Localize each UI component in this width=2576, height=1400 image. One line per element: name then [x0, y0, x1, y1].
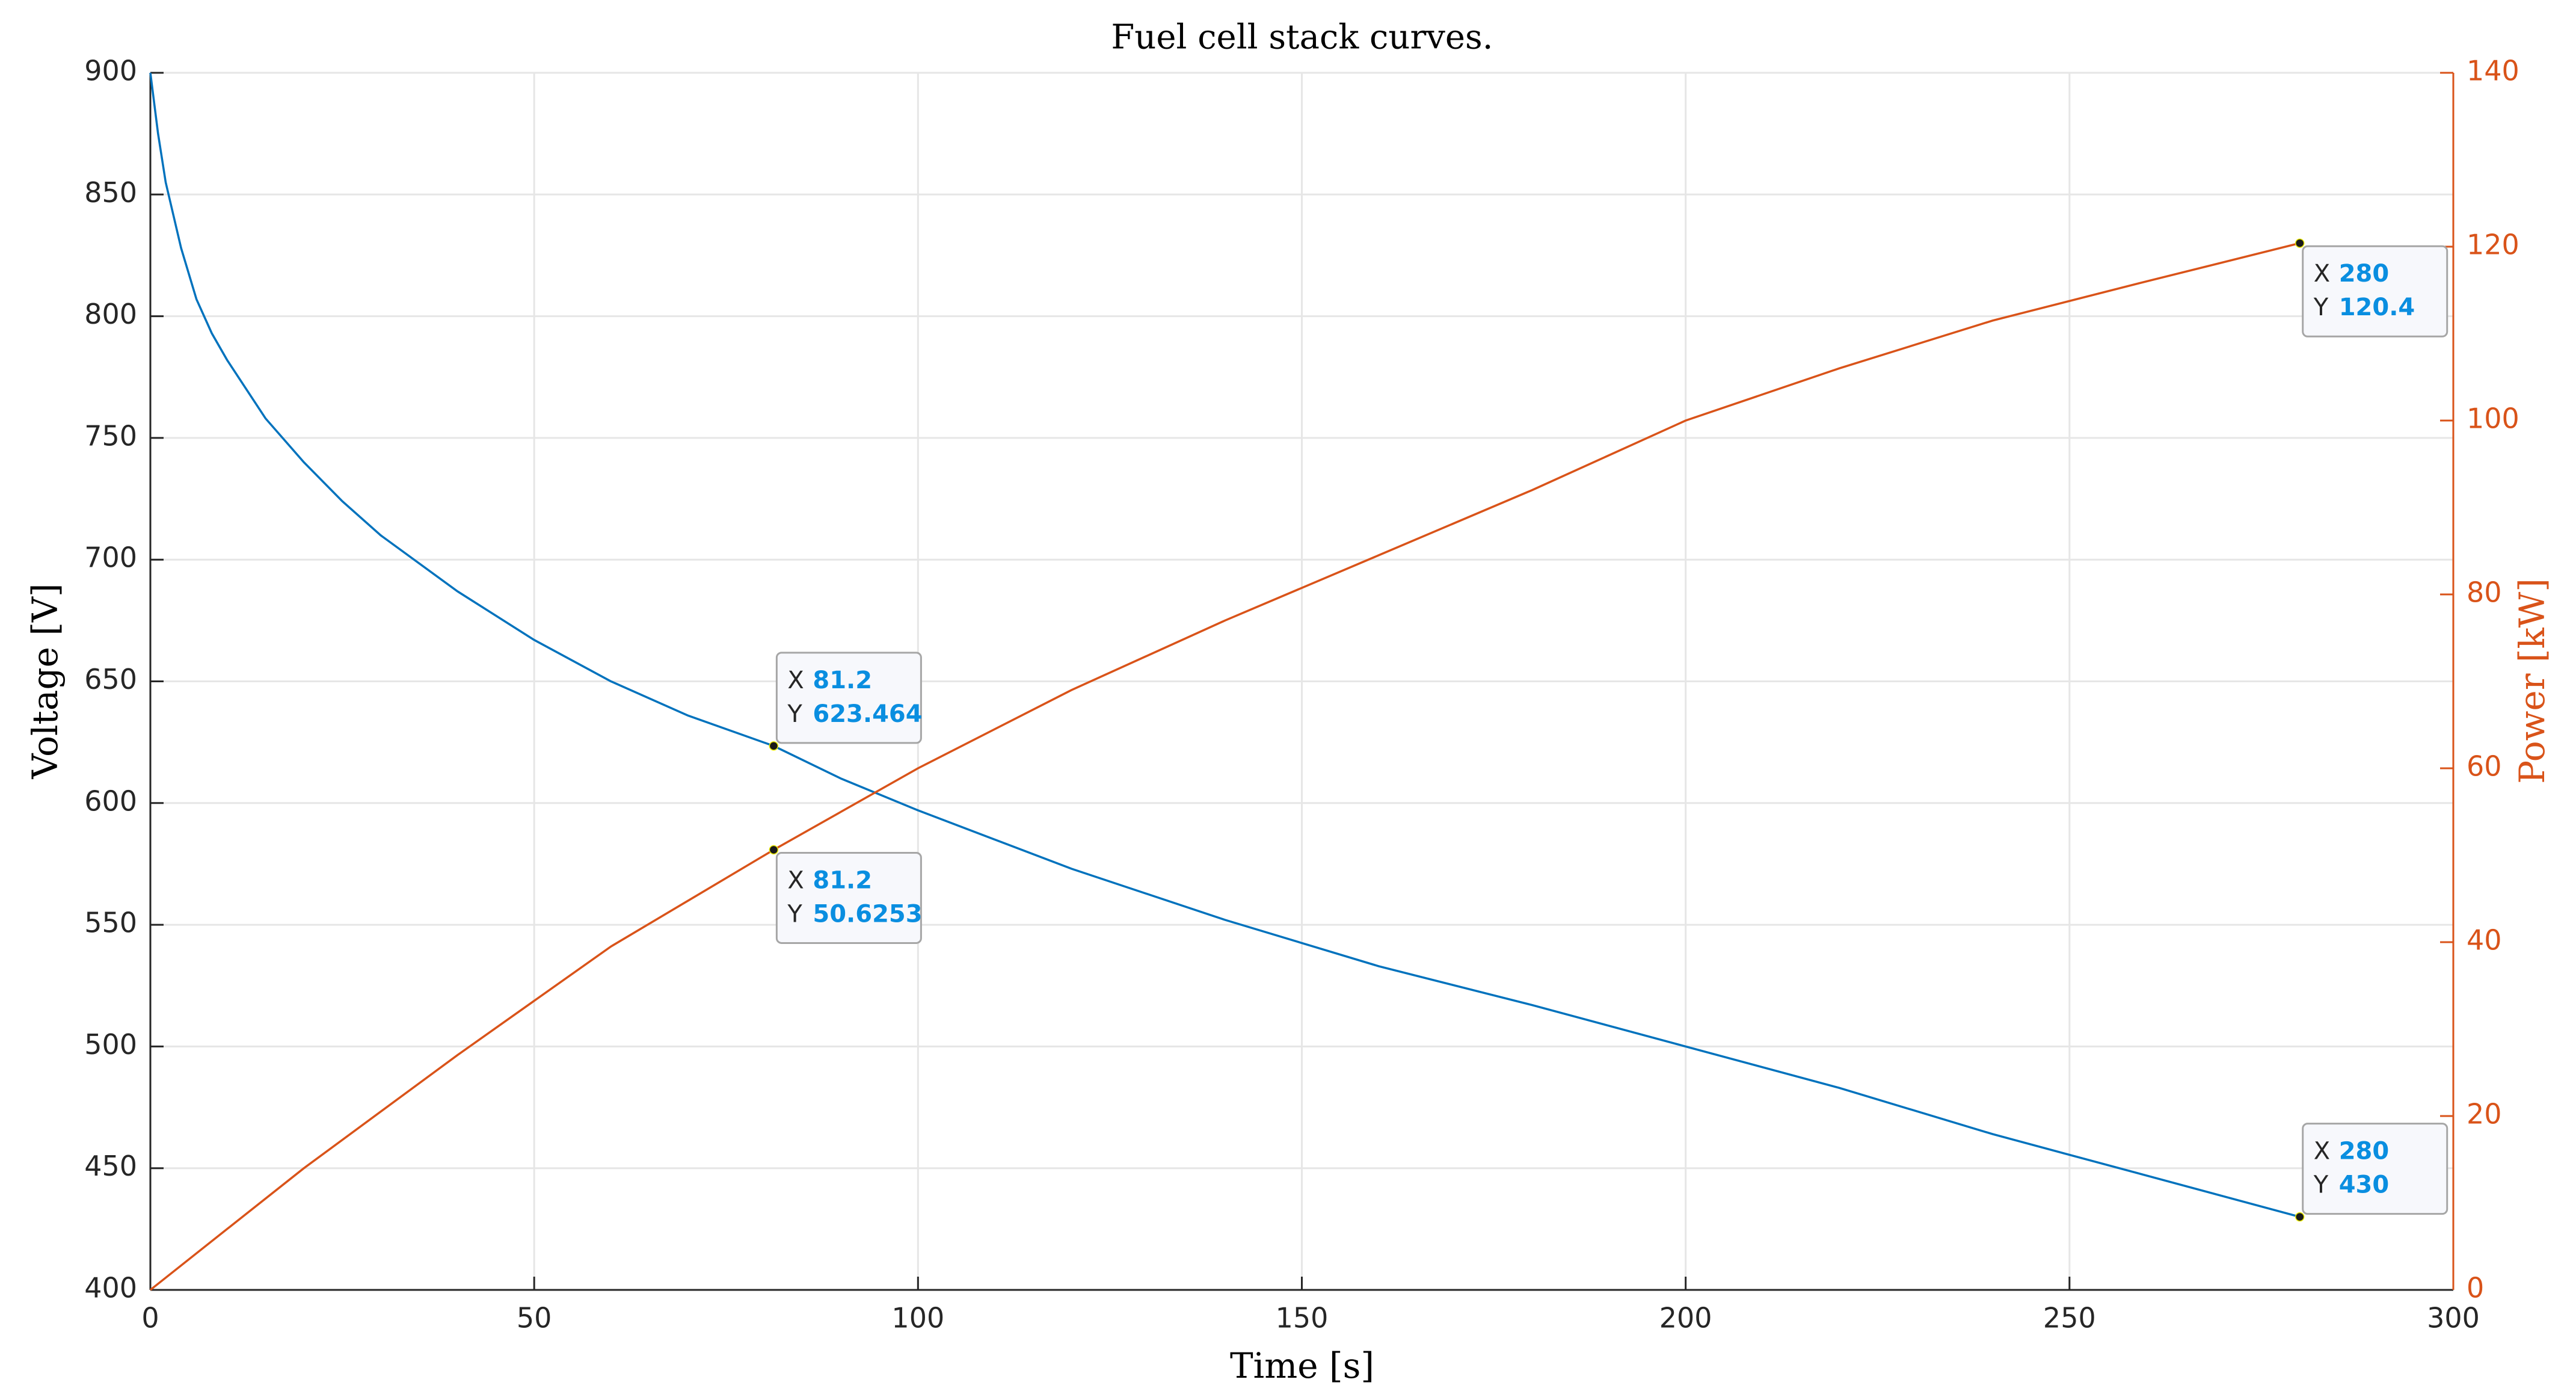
- data-tip-y-value: 623.464: [813, 700, 922, 728]
- data-tip-marker: [769, 741, 779, 751]
- data-tip-y-value: 430: [2339, 1171, 2390, 1199]
- data-tip-y-name: Y: [2313, 1171, 2329, 1199]
- data-tip: X 280 Y 120.4: [2295, 238, 2448, 338]
- y2-axis-label: Power [kW]: [2512, 578, 2553, 784]
- x-tick-label: 200: [1659, 1302, 1712, 1334]
- data-tip-y-value: 50.6253: [813, 900, 922, 928]
- y2-tick-label: 20: [2467, 1098, 2502, 1130]
- y-tick-label: 400: [84, 1272, 137, 1304]
- chart-title: Fuel cell stack curves.: [1111, 18, 1493, 57]
- data-tip-x-name: X: [2314, 260, 2330, 288]
- y-tick-label: 700: [84, 541, 137, 574]
- data-tip-box: [2302, 245, 2448, 338]
- data-tip-box: [775, 652, 922, 744]
- series-line: [149, 72, 2301, 1218]
- y-tick-label: 450: [84, 1150, 137, 1182]
- data-tip-marker: [2295, 238, 2305, 248]
- y2-tick-label: 0: [2467, 1272, 2484, 1304]
- x-tick-label: 250: [2043, 1302, 2096, 1334]
- data-tip-marker: [2295, 1212, 2305, 1222]
- data-tip-x-name: X: [787, 667, 804, 694]
- y-tick-label: 850: [84, 176, 137, 209]
- y2-tick-label: 60: [2467, 750, 2502, 783]
- x-tick-label: 150: [1276, 1302, 1329, 1334]
- y-tick-label: 900: [84, 55, 137, 87]
- data-tip-x-value: 81.2: [813, 667, 872, 694]
- y-tick-label: 550: [84, 907, 137, 939]
- x-axis-label: Time [s]: [1230, 1345, 1374, 1386]
- data-tip-x-value: 280: [2339, 1138, 2390, 1165]
- x-tick-label: 300: [2427, 1302, 2480, 1334]
- y-tick-label: 750: [84, 419, 137, 452]
- y-tick-label: 800: [84, 298, 137, 330]
- y2-tick-label: 140: [2467, 55, 2519, 87]
- y2-tick-label: 120: [2467, 229, 2519, 261]
- y-tick-label: 600: [84, 785, 137, 817]
- data-tip-y-value: 120.4: [2339, 294, 2415, 321]
- x-tick-label: 100: [891, 1302, 944, 1334]
- data-tip: X 81.2 Y 50.6253: [769, 845, 923, 944]
- data-tip: X 81.2 Y 623.464: [769, 652, 923, 751]
- y-axis-label: Voltage [V]: [25, 584, 66, 780]
- data-tip-x-name: X: [2314, 1138, 2330, 1165]
- data-tip-y-name: Y: [787, 700, 802, 728]
- x-tick-label: 50: [517, 1302, 552, 1334]
- data-tip-x-value: 81.2: [813, 866, 872, 894]
- data-tip-box: [2302, 1123, 2448, 1215]
- y-tick-label: 500: [84, 1028, 137, 1061]
- data-tip-y-name: Y: [787, 900, 802, 928]
- x-tick-label: 0: [141, 1302, 159, 1334]
- data-tip-x-name: X: [787, 866, 804, 894]
- data-tip: X 280 Y 430: [2295, 1123, 2448, 1222]
- series-line: [149, 242, 2301, 1291]
- data-tip-box: [775, 851, 922, 944]
- y-tick-label: 650: [84, 663, 137, 695]
- y2-tick-label: 40: [2467, 924, 2502, 957]
- data-tip-y-name: Y: [2313, 294, 2329, 321]
- data-tip-marker: [769, 845, 779, 855]
- y2-tick-label: 80: [2467, 576, 2502, 609]
- y2-tick-label: 100: [2467, 402, 2519, 435]
- data-tip-x-value: 280: [2339, 260, 2390, 288]
